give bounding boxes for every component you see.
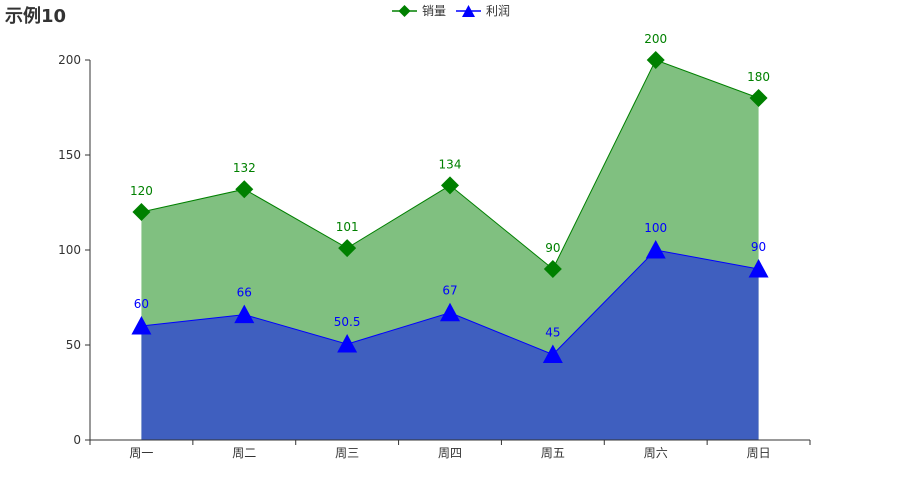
y-tick-label: 50 [66,338,81,352]
marker-sales [338,239,357,258]
x-tick-label: 周三 [335,446,359,460]
marker-profit [234,304,255,324]
marker-profit [645,240,666,259]
legend-label-profit: 利润 [486,4,511,18]
legend-item-profit[interactable]: 利润 [456,2,510,19]
data-label-profit: 100 [644,221,667,235]
data-label-sales: 200 [644,32,667,46]
marker-profit [337,334,358,353]
data-label-profit: 45 [545,326,560,340]
marker-profit [542,344,563,363]
marker-sales [441,176,459,195]
data-label-sales: 90 [545,241,560,255]
y-tick-label: 200 [58,53,81,67]
x-tick-label: 周二 [232,446,256,460]
x-tick-label: 周一 [129,446,153,460]
y-tick-label: 0 [73,433,81,447]
marker-profit [131,316,152,335]
data-label-profit: 66 [237,286,252,300]
data-label-sales: 101 [336,220,359,234]
marker-sales [543,260,562,278]
data-label-profit: 60 [134,297,149,311]
x-tick-label: 周六 [644,446,668,460]
data-label-sales: 180 [747,70,770,84]
marker-sales [235,180,254,199]
legend: 销量 利润 [392,2,510,19]
legend-label-sales: 销量 [422,4,447,18]
x-tick-label: 周四 [438,446,462,460]
x-tick-label: 周日 [747,446,771,460]
x-tick-label: 周五 [541,446,565,460]
diamond-marker-icon [392,4,417,17]
y-tick-label: 100 [58,243,81,257]
marker-sales [749,89,768,107]
data-label-sales: 132 [233,161,256,175]
data-label-sales: 120 [130,184,153,198]
data-label-sales: 134 [439,157,462,171]
triangle-marker-icon [456,4,482,17]
data-label-profit: 90 [751,240,766,254]
data-label-profit: 67 [442,284,457,298]
marker-sales [132,203,151,221]
marker-profit [440,302,460,322]
area-profit [141,250,759,440]
marker-profit [748,259,769,278]
chart-title: 示例10 [5,6,67,27]
y-tick-label: 150 [58,148,81,162]
legend-item-sales[interactable]: 销量 [392,2,446,19]
marker-sales [646,51,665,69]
data-label-profit: 50.5 [334,315,361,329]
